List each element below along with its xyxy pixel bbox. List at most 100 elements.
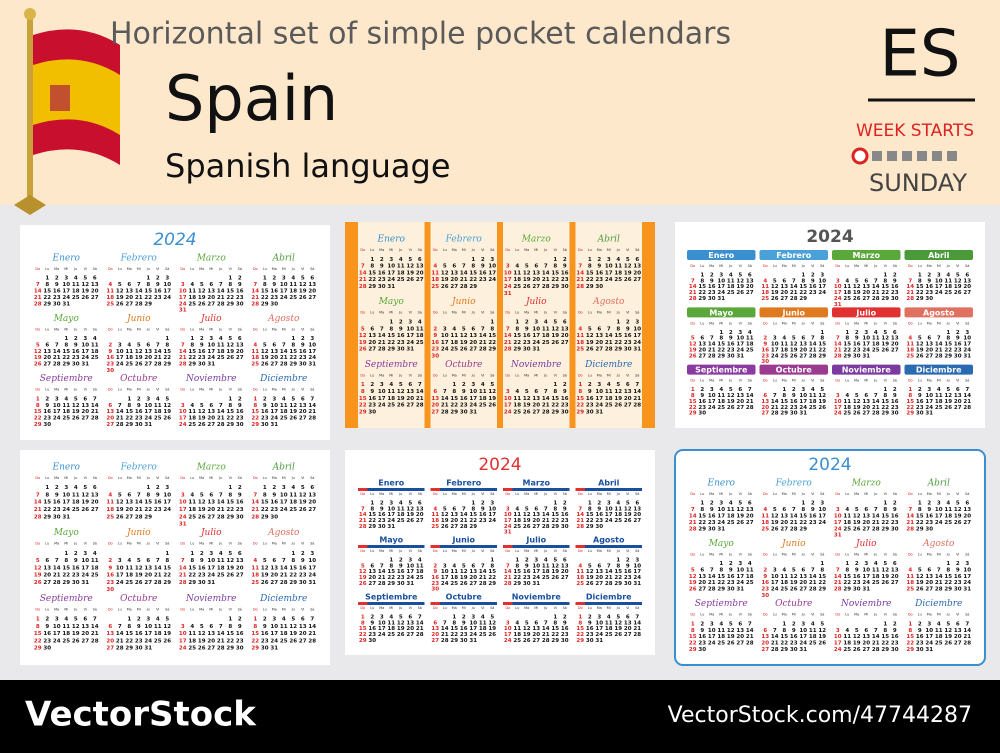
day-number: 3 [937, 272, 941, 278]
day-number: 21 [251, 507, 259, 513]
day-number: 21 [542, 277, 550, 283]
day-number: 8 [263, 282, 267, 288]
day-number: 18 [843, 290, 851, 296]
day-number: 29 [944, 587, 952, 593]
day-number: 19 [954, 284, 962, 290]
day-number: 6 [301, 616, 305, 622]
month-bar [430, 545, 497, 548]
day-number: 2 [792, 387, 796, 393]
day-number: 23 [916, 641, 924, 647]
weekday-label: Vi [481, 311, 484, 315]
day-number: 12 [954, 507, 962, 513]
day-number: 4 [908, 336, 912, 342]
day-number: 2 [956, 561, 960, 567]
day-number: 17 [736, 342, 744, 348]
day-number: 19 [72, 631, 80, 637]
day-number: 25 [387, 632, 395, 638]
weekday-label: Do [763, 613, 768, 617]
day-number: 17 [62, 500, 70, 506]
day-number: 1 [946, 330, 950, 336]
weekday-label: Vi [229, 388, 232, 392]
day-number: 19 [586, 575, 594, 581]
day-number: 12 [614, 389, 622, 395]
day-number: 17 [488, 270, 496, 276]
day-number: 19 [614, 626, 622, 632]
day-number: 18 [780, 580, 788, 586]
day-number: 24 [935, 290, 943, 296]
day-number: 10 [378, 389, 386, 395]
weekday-label: Ma [597, 492, 602, 496]
day-number: 21 [746, 634, 754, 640]
day-number: 11 [479, 389, 487, 395]
day-number: 5 [443, 506, 447, 512]
weekday-label: Do [763, 321, 768, 325]
day-number: 11 [843, 284, 851, 290]
weekday-label: Ju [471, 311, 475, 315]
day-number: 11 [91, 558, 99, 564]
day-number: 19 [460, 575, 468, 581]
weekday-label: Ju [471, 248, 475, 252]
day-number: 16 [954, 574, 962, 580]
day-number: 10 [469, 620, 477, 626]
weekday-label: Ju [218, 327, 222, 331]
weekday-label: Lu [370, 248, 374, 252]
day-number: 1 [389, 557, 393, 563]
day-number: 8 [515, 563, 519, 569]
day-number: 9 [792, 393, 796, 399]
day-number: 16 [236, 631, 244, 637]
day-number: 22 [144, 295, 152, 301]
day-number: 24 [925, 405, 933, 411]
day-number: 29 [34, 422, 42, 428]
day-number: 2 [45, 616, 49, 622]
day-number: 30 [261, 422, 269, 428]
weekday-label: Ju [291, 267, 295, 271]
day-number: 7 [253, 492, 257, 498]
day-number: 4 [946, 501, 950, 507]
weekday-label: Vi [229, 267, 232, 271]
day-number: 13 [799, 574, 807, 580]
weekday-label: Sá [635, 248, 639, 252]
day-number: 19 [523, 518, 531, 524]
day-number: 5 [83, 276, 87, 282]
day-number: 11 [289, 492, 297, 498]
day-number: 10 [406, 326, 414, 332]
day-number: 14 [416, 620, 424, 626]
day-number: 19 [81, 288, 89, 294]
weekday-label: Mi [64, 327, 68, 331]
day-number: 23 [925, 290, 933, 296]
day-number: 20 [416, 512, 424, 518]
day-number: 22 [551, 277, 559, 283]
weekday-label: Sá [893, 379, 897, 383]
day-number: 9 [710, 278, 714, 284]
day-number: 3 [55, 616, 59, 622]
weekday-label: Sá [965, 552, 969, 556]
day-number: 21 [154, 573, 162, 579]
weekday-label: Lu [588, 492, 592, 496]
day-number: 15 [368, 270, 376, 276]
day-number: 6 [534, 264, 538, 270]
day-number: 11 [906, 342, 914, 348]
day-number: 2 [710, 501, 714, 507]
day-number: 20 [925, 580, 933, 586]
day-number: 16 [916, 634, 924, 640]
day-number: 20 [270, 355, 278, 361]
day-number: 28 [308, 416, 316, 422]
weekday-label: Lu [118, 607, 122, 611]
day-number: 1 [190, 551, 194, 557]
day-number: 26 [818, 641, 826, 647]
day-number: 25 [809, 641, 817, 647]
day-number: 13 [761, 399, 769, 405]
day-number: 14 [834, 574, 842, 580]
day-number: 8 [361, 389, 365, 395]
day-number: 6 [893, 561, 897, 567]
weekday-label: Ju [543, 311, 547, 315]
day-number: 25 [843, 296, 851, 302]
day-number: 11 [843, 399, 851, 405]
weekday-label: Vi [739, 264, 742, 268]
day-number: 25 [935, 405, 943, 411]
weekday-label: Do [763, 552, 768, 556]
day-number: 18 [727, 284, 735, 290]
weekday-label: Vi [811, 321, 814, 325]
day-number: 1 [64, 336, 68, 342]
weekday-label: Lu [700, 492, 704, 496]
